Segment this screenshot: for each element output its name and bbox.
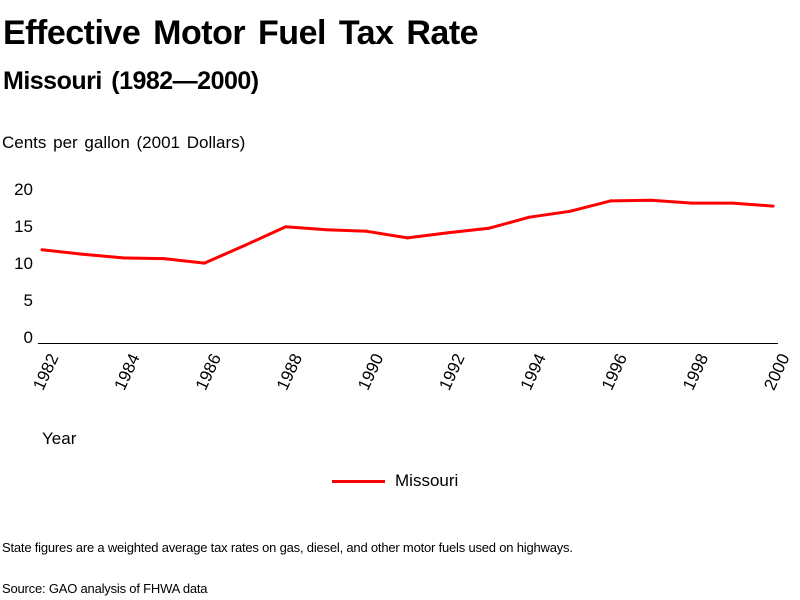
x-tick-label-1994: 1994: [517, 351, 550, 393]
data-point-1992: [446, 231, 450, 235]
data-point-1994: [527, 215, 531, 219]
x-tick-label-1988: 1988: [273, 351, 306, 393]
data-point-1983: [81, 252, 85, 256]
source-note: Source: GAO analysis of FHWA data: [2, 581, 208, 596]
data-point-1989: [324, 228, 328, 232]
x-tick-label-1984: 1984: [111, 351, 144, 393]
y-tick-label-15: 15: [14, 217, 33, 236]
x-tick-label-1998: 1998: [679, 351, 712, 393]
data-point-1982: [40, 248, 44, 252]
series-line-missouri: [41, 198, 774, 265]
data-point-1996: [609, 199, 613, 203]
x-tick-label-1996: 1996: [598, 351, 631, 393]
y-tick-label-10: 10: [14, 254, 33, 273]
x-tick-label-1986: 1986: [192, 351, 225, 393]
y-tick-label-5: 5: [24, 291, 33, 310]
y-tick-label-20: 20: [14, 180, 33, 199]
data-point-1991: [406, 236, 409, 240]
x-tick-label-1992: 1992: [435, 351, 468, 393]
data-point-1985: [162, 257, 166, 261]
data-point-1999: [730, 201, 734, 205]
data-point-1986: [202, 261, 206, 265]
legend: Missouri: [332, 471, 458, 491]
legend-swatch-missouri: [332, 479, 385, 483]
data-point-1987: [243, 243, 247, 247]
chart-subtitle: Missouri (1982—2000): [3, 67, 259, 95]
x-tick-label-2000: 2000: [760, 351, 793, 393]
legend-label-missouri: Missouri: [395, 471, 459, 490]
x-tick-label-1982: 1982: [29, 351, 62, 393]
data-point-1995: [568, 209, 572, 213]
x-tick-label-1990: 1990: [354, 351, 387, 393]
x-axis-label: Year: [42, 429, 77, 448]
y-axis-label: Cents per gallon (2001 Dollars): [2, 133, 246, 152]
data-point-1984: [121, 256, 125, 260]
y-tick-label-0: 0: [24, 328, 33, 347]
series-layer: [40, 198, 775, 265]
data-point-2000: [771, 204, 775, 208]
data-point-1990: [365, 229, 369, 233]
y-axis-ticks: 0 5 10 15 20: [14, 180, 33, 347]
data-point-1998: [690, 201, 694, 205]
chart-title: Effective Motor Fuel Tax Rate: [3, 14, 479, 52]
data-point-1993: [487, 226, 491, 230]
data-point-1997: [649, 198, 653, 202]
footnote: State figures are a weighted average tax…: [2, 540, 573, 555]
data-point-1988: [284, 225, 288, 229]
x-axis-ticks: 1982 1984 1986 1988 1990 1992 1994 1996 1998 2000: [29, 351, 793, 393]
